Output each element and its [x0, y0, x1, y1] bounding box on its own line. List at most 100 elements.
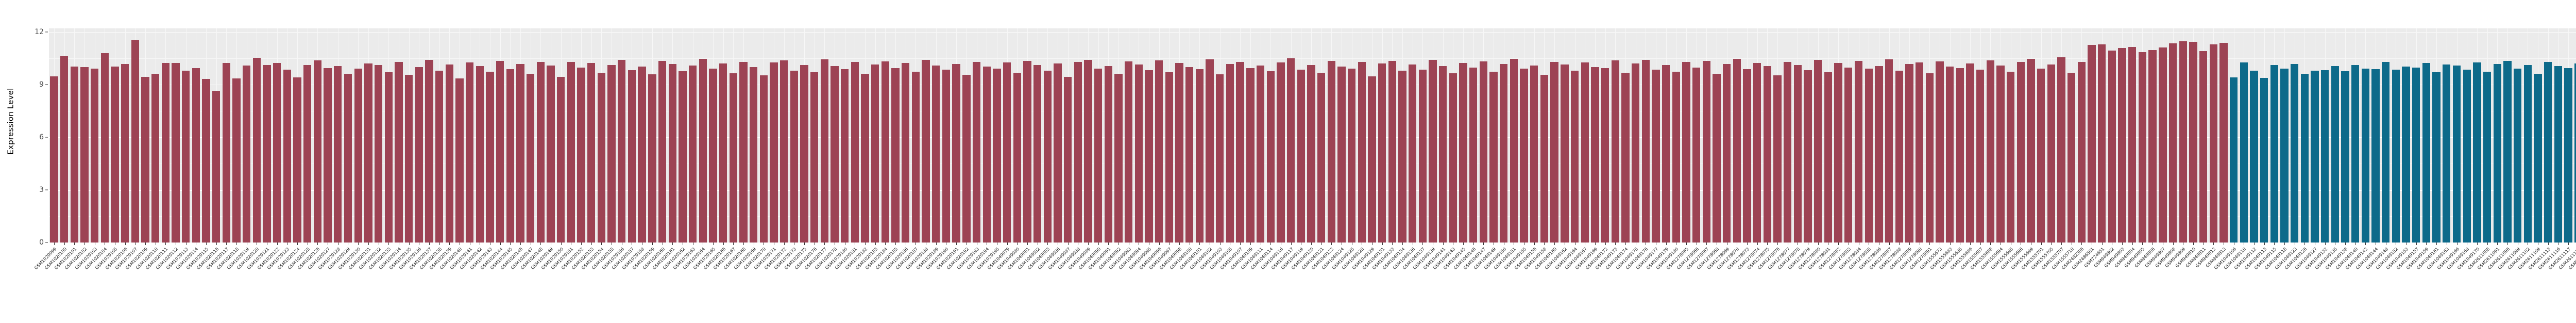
bar[interactable] — [1885, 59, 1893, 243]
bar[interactable] — [364, 63, 372, 243]
bar[interactable] — [1601, 68, 1609, 243]
bar[interactable] — [1246, 68, 1255, 243]
bar[interactable] — [1662, 65, 1670, 243]
bar[interactable] — [952, 63, 960, 243]
bar[interactable] — [1824, 72, 1833, 243]
bar[interactable] — [1084, 59, 1092, 243]
bar[interactable] — [1844, 67, 1853, 243]
bar[interactable] — [2179, 41, 2187, 243]
bar[interactable] — [607, 64, 616, 243]
bar[interactable] — [273, 63, 281, 243]
bar[interactable] — [982, 67, 991, 243]
bar[interactable] — [1155, 60, 1163, 243]
bar[interactable] — [1094, 68, 1103, 243]
bar[interactable] — [759, 75, 768, 243]
bar[interactable] — [911, 71, 920, 243]
bar[interactable] — [1236, 61, 1244, 243]
bar[interactable] — [2077, 61, 2086, 243]
bar[interactable] — [486, 72, 494, 243]
bar[interactable] — [1175, 63, 1183, 243]
bar[interactable] — [384, 72, 393, 243]
bar[interactable] — [354, 69, 362, 243]
bar[interactable] — [1905, 63, 1913, 243]
bar[interactable] — [1347, 68, 1356, 243]
bar[interactable] — [395, 61, 403, 243]
bar[interactable] — [891, 68, 900, 243]
bar[interactable] — [1429, 60, 1437, 243]
bar[interactable] — [1074, 62, 1082, 243]
bar[interactable] — [1134, 64, 1143, 243]
bar[interactable] — [2564, 68, 2572, 243]
bar[interactable] — [1165, 72, 1174, 243]
bar[interactable] — [1530, 66, 1538, 243]
bar[interactable] — [1540, 74, 1549, 243]
bar[interactable] — [506, 69, 514, 243]
bar[interactable] — [1216, 74, 1224, 243]
bar[interactable] — [1814, 60, 1822, 243]
bar[interactable] — [1398, 71, 1406, 243]
bar[interactable] — [2432, 72, 2441, 243]
bar[interactable] — [374, 65, 383, 243]
bar[interactable] — [709, 69, 717, 243]
bar[interactable] — [1631, 63, 1640, 243]
bar[interactable] — [587, 63, 596, 243]
bar[interactable] — [2088, 45, 2096, 243]
bar[interactable] — [425, 60, 433, 243]
bar[interactable] — [2311, 70, 2319, 243]
bar[interactable] — [1570, 70, 1579, 243]
bar[interactable] — [1195, 69, 1204, 243]
bar[interactable] — [861, 73, 869, 243]
bar[interactable] — [820, 59, 829, 243]
bar[interactable] — [100, 53, 109, 243]
bar[interactable] — [2534, 74, 2542, 243]
bar[interactable] — [1125, 61, 1133, 243]
bar[interactable] — [172, 63, 180, 243]
bar[interactable] — [1510, 59, 1518, 243]
bar[interactable] — [770, 62, 778, 243]
bar[interactable] — [455, 78, 464, 243]
bar[interactable] — [2290, 63, 2299, 243]
bar[interactable] — [2280, 69, 2289, 243]
bar[interactable] — [1378, 63, 1386, 243]
bar[interactable] — [881, 61, 890, 243]
bar[interactable] — [1621, 72, 1630, 243]
bar[interactable] — [2513, 69, 2522, 243]
bar[interactable] — [313, 60, 322, 243]
bar[interactable] — [2392, 70, 2400, 243]
bar[interactable] — [1875, 66, 1883, 243]
bar[interactable] — [972, 61, 981, 243]
bar[interactable] — [871, 64, 879, 243]
bar[interactable] — [2574, 63, 2576, 243]
bar[interactable] — [2321, 70, 2329, 243]
bar[interactable] — [2443, 64, 2451, 243]
bar[interactable] — [1915, 62, 1924, 243]
bar[interactable] — [597, 72, 606, 243]
bar[interactable] — [1439, 66, 1447, 243]
bar[interactable] — [800, 64, 808, 243]
bar[interactable] — [851, 62, 859, 243]
bar[interactable] — [1145, 70, 1153, 243]
bar[interactable] — [1652, 69, 1660, 243]
bar[interactable] — [2007, 72, 2015, 243]
bar[interactable] — [1996, 66, 2005, 243]
bar[interactable] — [1854, 60, 1863, 243]
bar[interactable] — [334, 66, 342, 243]
bar[interactable] — [1895, 71, 1903, 243]
bar[interactable] — [1337, 67, 1346, 243]
bar[interactable] — [1804, 70, 1812, 243]
bar[interactable] — [252, 57, 261, 243]
bar[interactable] — [2503, 61, 2512, 243]
bar[interactable] — [1743, 69, 1751, 243]
bar[interactable] — [2118, 48, 2126, 243]
bar[interactable] — [415, 67, 423, 243]
bar[interactable] — [2159, 47, 2167, 243]
bar[interactable] — [1469, 67, 1478, 243]
bar[interactable] — [2250, 71, 2258, 243]
bar[interactable] — [2300, 73, 2309, 243]
bar[interactable] — [192, 68, 200, 243]
bar[interactable] — [181, 71, 190, 243]
bar[interactable] — [1520, 69, 1528, 243]
bar[interactable] — [516, 63, 524, 243]
bar[interactable] — [2412, 68, 2420, 243]
bar[interactable] — [1388, 61, 1396, 243]
